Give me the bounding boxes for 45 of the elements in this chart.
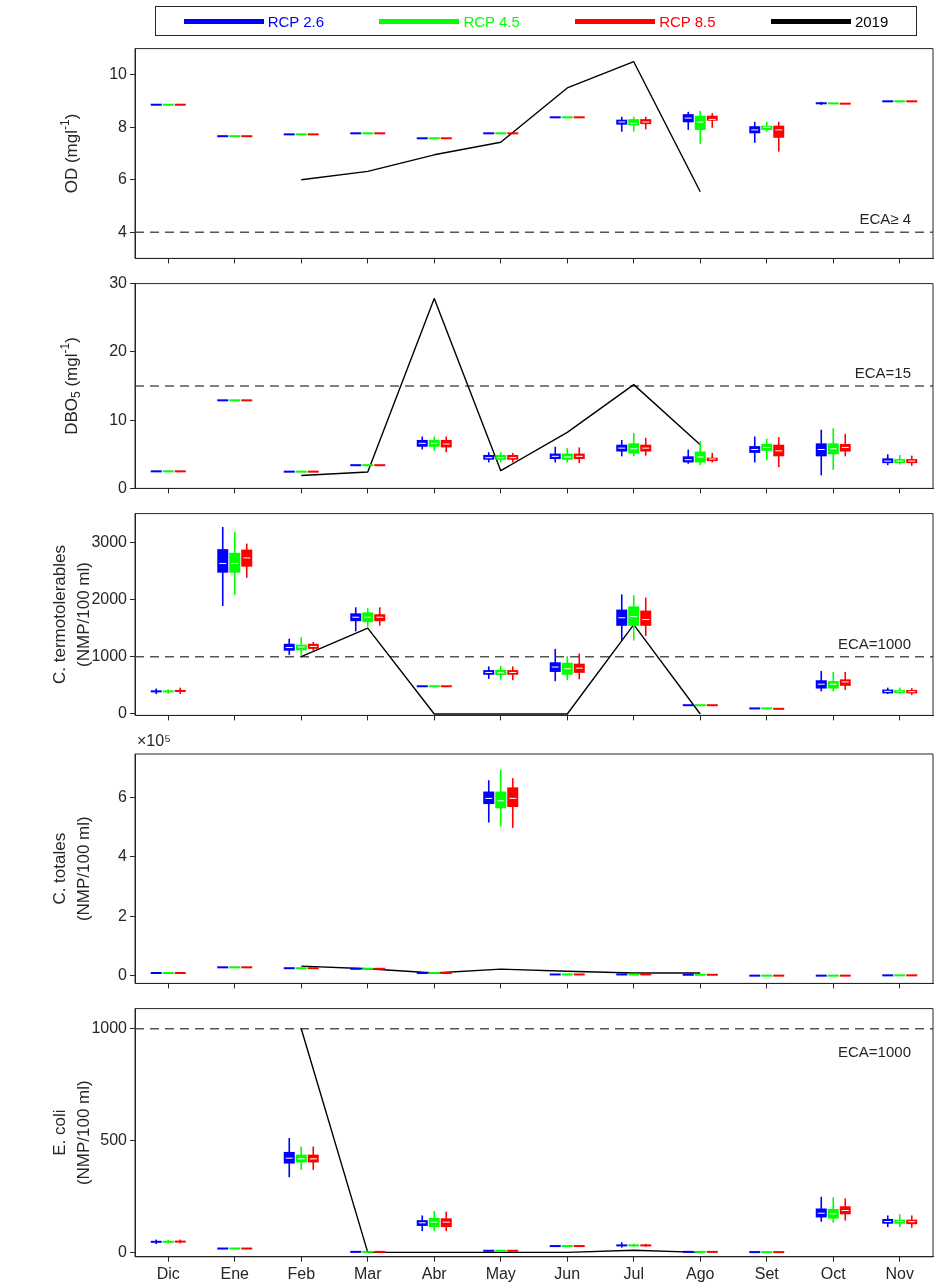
- x-tick-label: Dic: [156, 1264, 180, 1282]
- y-tick-label: 0: [118, 1242, 128, 1260]
- x-tick-label: Nov: [885, 1264, 914, 1282]
- y-tick-label: 3000: [91, 532, 128, 550]
- x-tick-label: Oct: [820, 1264, 847, 1282]
- y-tick-label: 0: [118, 966, 128, 984]
- ref-line-label: ECA=1000: [838, 634, 911, 652]
- y-tick-label: 2000: [91, 589, 128, 607]
- y-tick-label: 20: [109, 342, 128, 360]
- y-tick-label: 0: [118, 478, 128, 496]
- y-tick-label: 1000: [91, 1019, 128, 1037]
- y-tick-label: 10: [109, 65, 128, 83]
- y-axis-title: DBO5 (mgl-1): [58, 337, 84, 435]
- x-tick-label: May: [485, 1264, 516, 1282]
- text: ×10⁵: [137, 732, 171, 749]
- ref-line-label: ECA=1000: [838, 1042, 911, 1060]
- x-tick-label: Feb: [287, 1264, 316, 1282]
- x-tick-label: Ago: [686, 1264, 715, 1282]
- y-tick-label: 1000: [91, 647, 128, 665]
- y-tick-label: 6: [118, 170, 128, 188]
- y-axis-title: E. coli (NMP/100 ml): [49, 1080, 93, 1186]
- y-tick-label: 8: [118, 117, 128, 135]
- x-tick-label: Set: [754, 1264, 780, 1282]
- text: RCP 2.6: [267, 12, 325, 30]
- y-tick-label: 30: [109, 274, 128, 292]
- x-tick-label: Mar: [353, 1264, 383, 1282]
- text: 2019: [854, 12, 889, 30]
- text: RCP 4.5: [463, 12, 520, 30]
- x-tick-label: Ene: [220, 1264, 250, 1282]
- x-tick-label: Jul: [623, 1264, 644, 1282]
- x-tick-label: Abr: [421, 1264, 448, 1282]
- y-axis-title: OD (mgl-1): [58, 113, 81, 194]
- y-tick-label: 2: [118, 906, 128, 924]
- y-axis-title: C. totales (NMP/100 ml): [49, 816, 93, 922]
- x-tick-label: Jun: [554, 1264, 581, 1282]
- y-tick-label: 6: [118, 787, 128, 805]
- ref-line-label: ECA=15: [854, 364, 911, 381]
- ref-line-label: ECA≥ 4: [859, 210, 911, 228]
- y-axis-title: C. termotolerables (NMP/100 ml): [49, 545, 93, 684]
- text: RCP 8.5: [659, 12, 716, 30]
- y-tick-label: 10: [109, 410, 128, 428]
- y-tick-label: 500: [100, 1130, 128, 1148]
- y-tick-label: 4: [118, 847, 128, 865]
- y-tick-label: 4: [118, 222, 128, 240]
- y-tick-label: 0: [118, 704, 128, 722]
